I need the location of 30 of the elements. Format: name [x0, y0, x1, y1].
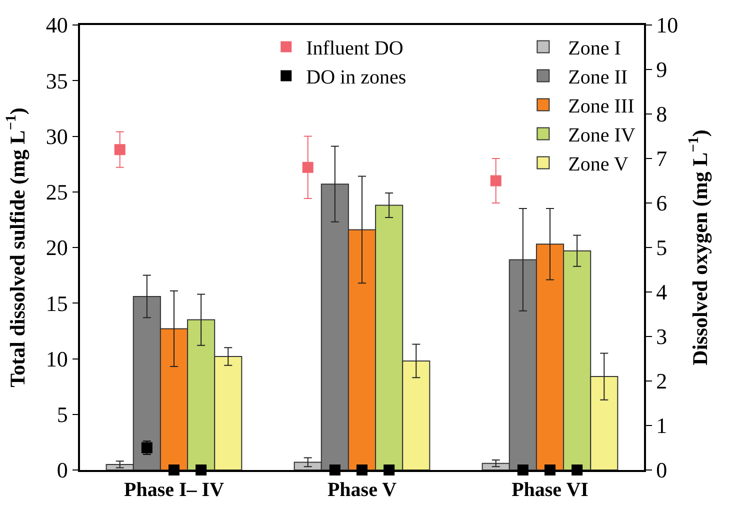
y2-tick-label: 3 — [656, 324, 668, 350]
y2-tick-label: 8 — [656, 102, 668, 127]
x-tick-label: Phase V — [327, 478, 398, 501]
y2-tick-label: 0 — [656, 458, 668, 483]
y-tick-label: 40 — [46, 12, 68, 38]
legend-label: Zone I — [568, 38, 621, 60]
y2-tick-label: 1 — [656, 413, 668, 438]
y-tick-label: 10 — [46, 346, 68, 372]
x-tick-label: Phase I– IV — [124, 478, 225, 501]
legend-label: Zone IV — [568, 124, 636, 147]
y-tick-label: 30 — [46, 124, 68, 149]
legend-label: Influent DO — [306, 38, 404, 60]
legend-label: Zone V — [568, 154, 629, 176]
y2-tick-label: 6 — [656, 190, 668, 216]
y2-tick-label: 10 — [656, 12, 678, 38]
legend-label: Zone II — [568, 66, 628, 89]
y-tick-label: 35 — [46, 68, 68, 94]
y-tick-label: 0 — [56, 458, 68, 483]
y2-tick-label: 4 — [656, 280, 668, 305]
y2-tick-label: 7 — [656, 146, 668, 172]
y-tick-label: 25 — [46, 180, 68, 205]
y2-tick-label: 5 — [656, 235, 668, 260]
y-tick-label: 15 — [46, 290, 68, 316]
y-tick-label: 5 — [56, 402, 68, 428]
x-tick-label: Phase VI — [512, 478, 589, 501]
y-tick-label: 20 — [46, 235, 68, 260]
y2-tick-label: 2 — [656, 368, 668, 394]
y2-tick-label: 9 — [656, 57, 668, 82]
legend-label: Zone III — [568, 96, 634, 118]
legend-label: DO in zones — [306, 66, 406, 89]
